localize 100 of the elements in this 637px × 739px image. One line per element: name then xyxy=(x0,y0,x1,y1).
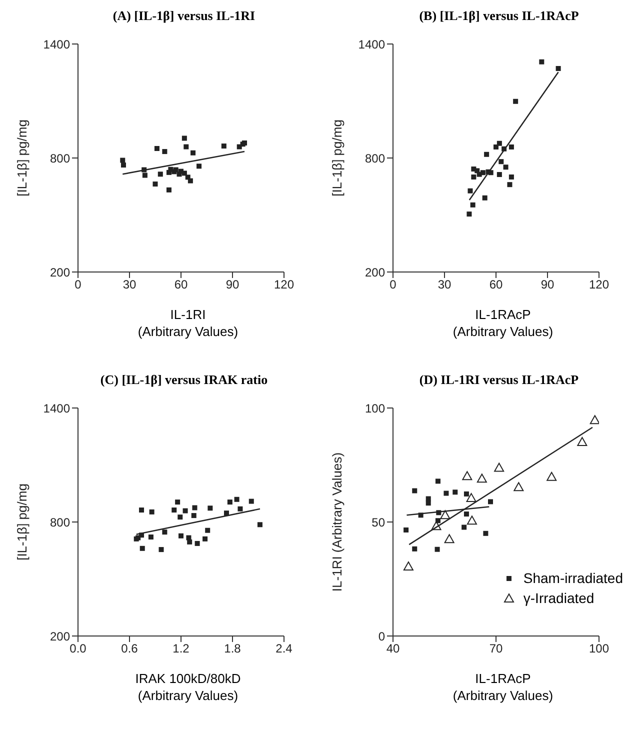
point xyxy=(248,498,254,504)
chart-title: (C) [IL-1β] versus IRAK ratio xyxy=(99,372,269,389)
point xyxy=(426,496,431,502)
point xyxy=(426,500,431,506)
point xyxy=(476,474,487,483)
x-tick-label: 120 xyxy=(588,278,610,292)
point xyxy=(154,146,160,151)
y-tick-label: 200 xyxy=(50,265,70,280)
point xyxy=(149,509,154,514)
x-tick-label: 60 xyxy=(174,278,188,292)
point xyxy=(466,516,477,525)
point xyxy=(513,98,518,104)
point xyxy=(483,530,488,536)
point xyxy=(190,150,196,156)
point xyxy=(172,508,177,513)
point xyxy=(498,159,504,164)
x-axis-title: IL-1RAcP (Arbitrary Values) xyxy=(452,670,554,704)
x-tick-label: 2.4 xyxy=(276,642,293,656)
point xyxy=(507,182,512,188)
x-tick-label: 0 xyxy=(74,278,82,292)
x-tick-label: 30 xyxy=(438,278,452,292)
point xyxy=(444,534,454,544)
point xyxy=(142,167,147,172)
point xyxy=(412,488,418,494)
y-axis-title: [IL-1β] pg/mg xyxy=(330,120,345,196)
y-tick-label: 200 xyxy=(364,265,386,280)
x-tick-label: 0.0 xyxy=(70,642,87,656)
point xyxy=(178,514,183,520)
point xyxy=(546,472,557,481)
point xyxy=(590,415,599,424)
point xyxy=(166,187,172,192)
x-tick-label: 120 xyxy=(274,278,294,292)
point xyxy=(120,158,126,163)
y-tick-label: 800 xyxy=(50,515,70,530)
point xyxy=(158,547,164,552)
point xyxy=(191,513,196,518)
point xyxy=(514,482,524,492)
x-tick-label: 40 xyxy=(386,642,400,656)
point xyxy=(404,527,409,532)
y-tick-label: 800 xyxy=(364,151,386,166)
x-tick-label: 1.8 xyxy=(224,642,242,656)
point xyxy=(471,174,476,180)
point xyxy=(202,536,208,542)
point xyxy=(434,546,440,552)
y-tick-label: 1400 xyxy=(358,37,386,52)
chart-title: (B) [IL-1β] versus IL-1RAcP xyxy=(418,8,580,25)
x-axis-title: IL-1RAcP (Arbitrary Values) xyxy=(452,306,554,340)
point xyxy=(221,144,226,149)
point xyxy=(140,546,145,551)
y-tick-label: 1400 xyxy=(43,401,70,416)
point xyxy=(205,528,210,533)
point xyxy=(139,508,144,513)
point xyxy=(470,202,476,208)
point xyxy=(187,539,192,544)
x-tick-label: 0.6 xyxy=(121,642,138,656)
point xyxy=(158,172,163,177)
y-tick-label: 1400 xyxy=(43,37,70,52)
point xyxy=(464,512,469,517)
x-tick-label: 0 xyxy=(390,278,397,292)
point xyxy=(539,59,544,64)
x-tick-label: 70 xyxy=(489,642,503,656)
point xyxy=(148,534,154,540)
point xyxy=(178,533,184,538)
y-tick-label: 50 xyxy=(372,515,386,530)
y-axis-title: IL-1RI (Arbitrary Values) xyxy=(330,452,345,592)
y-tick-label: 200 xyxy=(50,629,70,644)
point xyxy=(196,164,202,169)
y-tick-label: 800 xyxy=(50,151,70,166)
point xyxy=(435,478,440,484)
point xyxy=(184,144,189,150)
point xyxy=(464,491,469,496)
point xyxy=(508,174,514,180)
point xyxy=(484,152,490,157)
point xyxy=(208,506,213,511)
point xyxy=(162,530,168,535)
legend-label: Sham-irradiated xyxy=(523,569,623,588)
y-tick-label: 0 xyxy=(378,629,386,644)
point xyxy=(188,178,193,184)
point xyxy=(182,136,187,141)
x-axis-title: IRAK 100kD/80kD (Arbitrary Values) xyxy=(134,670,242,704)
x-tick-label: 1.2 xyxy=(172,642,190,656)
point xyxy=(503,164,508,170)
point xyxy=(418,512,424,518)
point xyxy=(466,212,472,217)
point xyxy=(192,505,198,510)
point xyxy=(462,524,467,530)
y-axis-title: [IL-1β] pg/mg xyxy=(14,120,30,196)
point xyxy=(403,561,414,570)
point xyxy=(496,172,502,178)
point xyxy=(466,493,476,502)
point xyxy=(194,540,200,546)
point xyxy=(502,146,507,152)
legend-label: γ-Irradiated xyxy=(523,589,594,608)
point xyxy=(139,532,144,538)
x-tick-label: 90 xyxy=(226,278,240,292)
point xyxy=(142,172,148,178)
y-tick-label: 100 xyxy=(364,401,386,416)
x-tick-label: 100 xyxy=(588,642,610,656)
point xyxy=(462,471,472,480)
point xyxy=(482,195,488,200)
